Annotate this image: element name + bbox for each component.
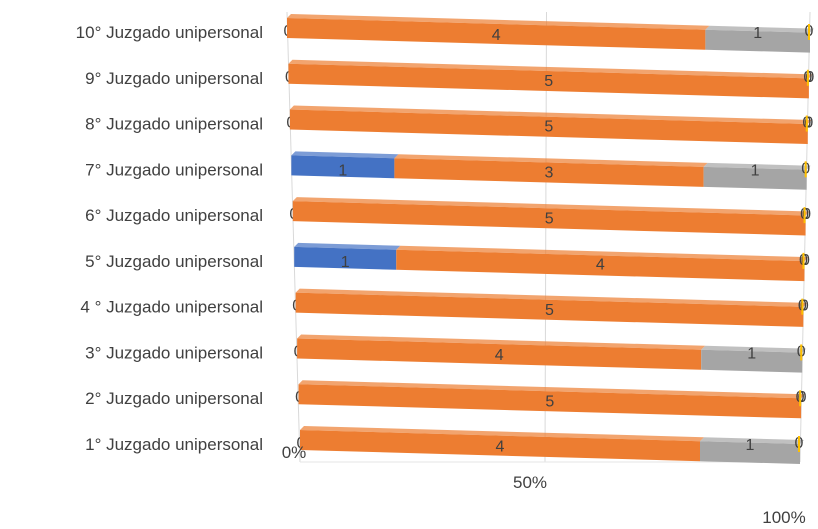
bar-segment	[292, 201, 806, 236]
category-label: 10° Juzgado unipersonal	[76, 23, 263, 42]
bar-segment-top	[295, 288, 808, 307]
data-label: 5	[545, 210, 554, 227]
bar-segment-top	[705, 25, 814, 33]
bar-end-cap	[800, 344, 803, 361]
bar-end-cap	[799, 390, 802, 407]
bar-segment	[289, 109, 808, 145]
data-label: 1	[341, 254, 350, 271]
data-label: 1	[747, 345, 756, 362]
category-label: 6° Juzgado unipersonal	[85, 206, 263, 225]
bar-end-cap	[805, 115, 808, 132]
bar-segment-top	[298, 380, 806, 399]
x-tick-label: 50%	[513, 473, 547, 492]
data-label: 0	[801, 252, 810, 269]
bar-end-cap	[806, 69, 809, 86]
data-label: 1	[338, 162, 347, 179]
data-label: 5	[545, 302, 554, 319]
bar-segment-top	[300, 426, 704, 442]
category-label: 3° Juzgado unipersonal	[85, 343, 263, 362]
bar-segment-top	[394, 154, 708, 167]
bar-segment-top	[700, 437, 804, 444]
bar-segment	[291, 155, 395, 179]
data-label: 3	[545, 164, 554, 181]
bar-segment-top	[288, 59, 813, 79]
bars: 0410050005001310050014000500041005000410	[284, 14, 814, 464]
bar-segment	[288, 63, 809, 99]
bar-segment	[295, 292, 804, 327]
data-label: 1	[753, 25, 762, 42]
bar-end-cap	[802, 252, 805, 269]
bar-segment-top	[292, 197, 810, 216]
bar-segment	[294, 246, 397, 270]
category-label: 1° Juzgado unipersonal	[85, 435, 263, 454]
category-label: 5° Juzgado unipersonal	[85, 252, 263, 271]
bar-segment	[287, 18, 706, 50]
category-label: 7° Juzgado unipersonal	[85, 160, 263, 179]
data-label: 1	[746, 437, 755, 454]
data-label: 0	[804, 115, 813, 132]
bar-segment	[300, 430, 700, 462]
bar-segment-top	[703, 162, 811, 170]
x-tick-label: 100%	[762, 508, 805, 527]
data-label: 4	[596, 256, 605, 273]
category-labels: 10° Juzgado unipersonal 9° Juzgado uniper…	[76, 23, 263, 454]
bar-segment	[298, 384, 802, 419]
data-label: 5	[544, 119, 553, 136]
bar-segment-top	[396, 245, 809, 262]
category-label: 4 ° Juzgado unipersonal	[80, 298, 263, 317]
bar-end-cap	[808, 24, 810, 40]
bar-end-cap	[804, 161, 807, 178]
bar-segment	[700, 441, 800, 464]
bar-segment	[297, 338, 702, 370]
bar-segment	[396, 249, 805, 282]
data-label: 4	[496, 439, 505, 456]
category-label: 9° Juzgado unipersonal	[85, 69, 263, 88]
bar-segment-top	[701, 345, 807, 353]
bar-end-cap	[798, 436, 800, 452]
x-axis-tick-labels: 0% 50% 100%	[282, 443, 806, 527]
gridline	[286, 11, 301, 463]
data-label: 0	[805, 69, 814, 86]
bar-segment	[394, 158, 704, 187]
bar-segment	[705, 29, 810, 53]
bar-segment-top	[287, 14, 710, 30]
bar-segment	[703, 166, 807, 190]
bar-segment	[701, 349, 803, 373]
data-label: 4	[495, 347, 504, 364]
x-tick-label: 0%	[282, 443, 307, 462]
data-label: 0	[802, 206, 811, 223]
bar-segment-top	[289, 105, 812, 125]
data-label: 5	[545, 393, 554, 410]
data-label: 4	[492, 27, 501, 44]
bar-segment-top	[297, 334, 706, 350]
data-label: 0	[798, 389, 807, 406]
category-label: 8° Juzgado unipersonal	[85, 115, 263, 134]
bar-end-cap	[801, 298, 804, 315]
bar-end-cap	[803, 207, 806, 224]
category-label: 2° Juzgado unipersonal	[85, 389, 263, 408]
bar-segment-top	[291, 151, 399, 159]
data-label: 5	[544, 73, 553, 90]
data-label: 0	[800, 298, 809, 315]
data-label: 1	[751, 162, 760, 179]
bar-segment-top	[294, 242, 401, 250]
